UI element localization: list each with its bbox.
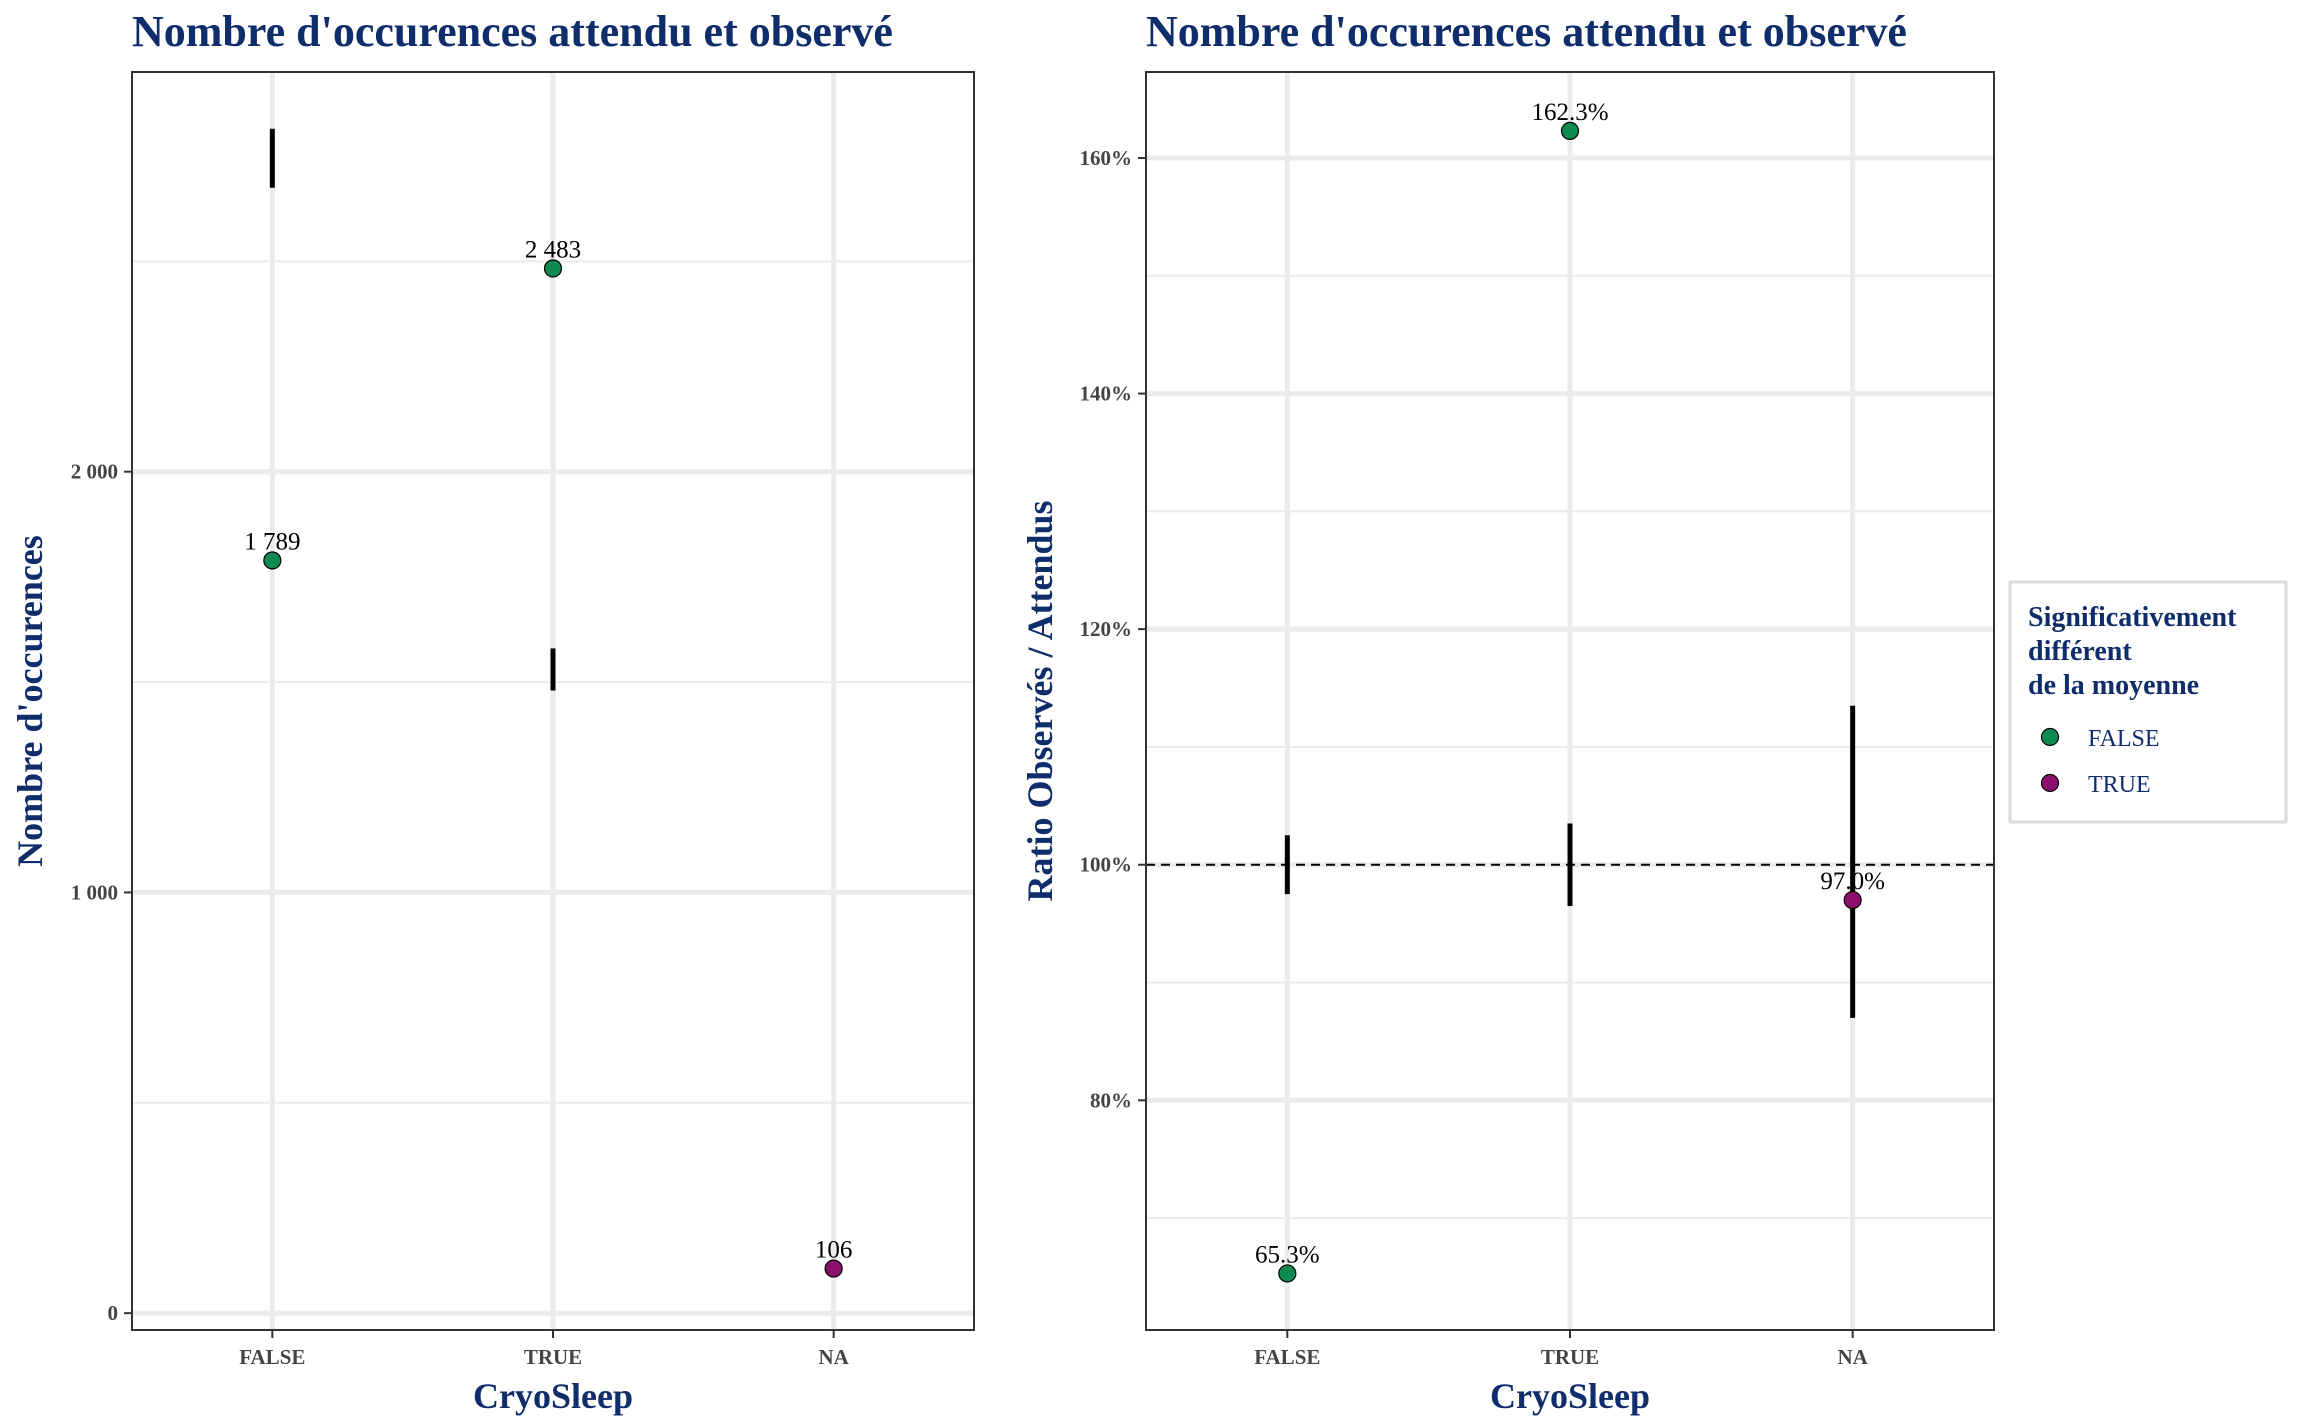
legend-key-true <box>2040 773 2060 793</box>
count-chart-y-tick-label: 0 <box>108 1301 119 1325</box>
ratio-chart-data-label-false: 65.3% <box>1255 1241 1320 1268</box>
count-chart-grid <box>132 72 974 1330</box>
legend: Significativement différent de la moyenn… <box>2008 580 2288 824</box>
count-chart-y-tick-label: 1 000 <box>71 880 118 904</box>
ratio-chart-grid <box>1146 72 1994 1330</box>
ratio-chart: Nombre d'occurences attendu et observé 6… <box>1020 7 1995 1416</box>
ratio-chart-y-ticks: 80% 100% 120% 140% 160% <box>1080 146 1146 1112</box>
legend-title-line-2: différent <box>2028 636 2132 667</box>
count-chart-data-label-true: 2 483 <box>525 236 581 263</box>
ratio-chart-y-axis-title: Ratio Observés / Attendus <box>1020 500 1060 901</box>
ratio-chart-y-tick-label: 160% <box>1080 146 1133 170</box>
ratio-chart-point-na <box>1843 890 1862 910</box>
legend-label-false: FALSE <box>2088 726 2160 752</box>
count-chart-x-ticks: FALSE TRUE NA <box>239 1330 850 1369</box>
count-chart-y-tick-label: 2 000 <box>71 460 118 484</box>
ratio-chart-x-tick-label: TRUE <box>1541 1345 1599 1369</box>
ratio-chart-data-label-na: 97.0% <box>1820 868 1885 895</box>
ratio-chart-y-tick-label: 80% <box>1090 1088 1132 1112</box>
ratio-chart-x-axis-title: CryoSleep <box>1490 1376 1650 1416</box>
count-chart-point-na <box>824 1259 843 1278</box>
legend-title-line-3: de la moyenne <box>2028 670 2199 701</box>
legend-label-true: TRUE <box>2088 772 2151 798</box>
legend-key-false <box>2040 727 2060 747</box>
count-chart-marks: 1 789 2 483 106 <box>244 128 853 1278</box>
count-chart-x-axis-title: CryoSleep <box>473 1376 633 1416</box>
count-chart-point-false <box>263 551 282 570</box>
count-chart-title: Nombre d'occurences attendu et observé <box>132 7 893 56</box>
ratio-chart-title: Nombre d'occurences attendu et observé <box>1146 7 1907 56</box>
count-chart-data-label-na: 106 <box>815 1237 853 1264</box>
ratio-chart-data-label-true: 162.3% <box>1531 99 1608 126</box>
ratio-chart-x-tick-label: FALSE <box>1254 1345 1320 1369</box>
count-chart-x-tick-label: FALSE <box>239 1345 305 1369</box>
count-chart-x-tick-label: NA <box>818 1345 849 1369</box>
ratio-chart-y-tick-label: 140% <box>1080 382 1133 406</box>
count-chart-x-tick-label: TRUE <box>524 1345 582 1369</box>
count-chart: Nombre d'occurences attendu et observé 1… <box>10 7 975 1416</box>
ratio-chart-x-tick-label: NA <box>1837 1345 1868 1369</box>
count-chart-point-true <box>543 259 563 278</box>
ratio-chart-x-ticks: FALSE TRUE NA <box>1254 1330 1869 1369</box>
ratio-chart-y-tick-label: 120% <box>1080 617 1133 641</box>
legend-title-line-1: Significativement <box>2028 602 2237 633</box>
count-chart-y-axis-title: Nombre d'occurences <box>10 535 50 867</box>
count-chart-y-ticks: 0 1 000 2 000 <box>71 460 132 1325</box>
ratio-chart-marks: 65.3% 162.3% 97.0% <box>1146 99 1994 1283</box>
ratio-chart-y-tick-label: 100% <box>1080 853 1133 877</box>
ratio-chart-point-true <box>1560 121 1580 140</box>
ratio-chart-point-false <box>1278 1264 1297 1283</box>
count-chart-data-label-false: 1 789 <box>244 528 300 555</box>
